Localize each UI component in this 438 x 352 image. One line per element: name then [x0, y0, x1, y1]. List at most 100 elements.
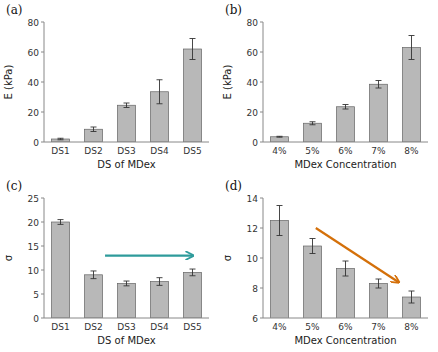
bar — [183, 49, 201, 142]
x-tick-label: DS3 — [117, 322, 135, 332]
y-tick-label: 20 — [28, 218, 40, 228]
x-tick-label: 8% — [404, 146, 419, 156]
x-axis-line — [44, 142, 209, 143]
bar — [117, 105, 135, 142]
x-tick-label: DS2 — [84, 322, 102, 332]
error-bar — [310, 239, 316, 254]
panel-label: (d) — [225, 179, 242, 193]
error-bar — [409, 36, 415, 60]
error-bar — [343, 105, 349, 110]
bar — [270, 137, 288, 142]
y-tick-label: 40 — [247, 78, 259, 88]
x-tick-label: DS4 — [150, 322, 169, 332]
x-axis-line — [263, 142, 428, 143]
y-tick-label: 10 — [28, 266, 40, 276]
y-tick — [260, 142, 263, 143]
bar — [84, 275, 102, 318]
error-bar — [157, 278, 163, 286]
y-axis-line — [44, 198, 45, 318]
y-tick — [41, 318, 44, 319]
bar — [51, 222, 69, 318]
panel: 020406080DS1DS2DS3DS4DS5DS of MDexE (kPa… — [3, 3, 209, 170]
figure: 020406080DS1DS2DS3DS4DS5DS of MDexE (kPa… — [0, 0, 438, 352]
y-tick — [41, 198, 44, 199]
x-tick-label: 7% — [371, 322, 386, 332]
bar — [183, 272, 201, 318]
y-tick — [41, 22, 44, 23]
x-tick-label: 4% — [272, 146, 287, 156]
error-bar — [190, 39, 196, 60]
plot-area — [270, 36, 420, 143]
error-bar — [376, 279, 382, 288]
panel: 0204060804%5%6%7%8%MDex ConcentrationE (… — [222, 3, 428, 170]
x-tick-label: DS1 — [51, 322, 69, 332]
bar — [402, 48, 420, 143]
error-bar — [190, 269, 196, 276]
x-tick-label: 5% — [305, 322, 320, 332]
y-tick-label: 8 — [252, 284, 258, 294]
y-tick-label: 40 — [28, 78, 40, 88]
bar — [369, 284, 387, 319]
error-bar — [277, 136, 283, 138]
y-tick — [260, 22, 263, 23]
y-tick-label: 60 — [28, 48, 40, 58]
panel-label: (a) — [6, 3, 23, 17]
x-tick-label: DS4 — [150, 146, 169, 156]
x-tick-label: 6% — [338, 322, 353, 332]
y-tick-label: 25 — [28, 194, 39, 204]
y-tick-label: 0 — [252, 138, 258, 148]
y-tick — [41, 142, 44, 143]
y-tick-label: 20 — [28, 108, 40, 118]
y-tick-label: 20 — [247, 108, 259, 118]
x-tick-label: 5% — [305, 146, 320, 156]
panel-label: (c) — [6, 179, 22, 193]
error-bar — [277, 206, 283, 236]
plot-area — [51, 39, 201, 143]
error-bar — [157, 80, 163, 104]
y-tick — [41, 294, 44, 295]
y-tick — [260, 198, 263, 199]
arrow — [316, 228, 399, 282]
error-bar — [409, 291, 415, 303]
y-tick — [41, 82, 44, 83]
x-axis-line — [263, 318, 428, 319]
error-bar — [343, 261, 349, 276]
y-tick — [41, 246, 44, 247]
y-tick-label: 80 — [28, 18, 40, 28]
x-tick-label: 6% — [338, 146, 353, 156]
y-tick-label: 6 — [252, 314, 258, 324]
error-bar — [91, 127, 97, 132]
panel: 681012144%5%6%7%8%MDex Concentrationσ(d) — [222, 179, 428, 352]
y-axis-label: E (kPa) — [222, 65, 233, 100]
error-bar — [376, 81, 382, 89]
panel-label: (b) — [225, 3, 242, 17]
y-tick-label: 15 — [28, 242, 39, 252]
y-tick — [260, 112, 263, 113]
x-tick-label: DS1 — [51, 146, 69, 156]
y-tick-label: 5 — [33, 290, 39, 300]
x-axis-label: MDex Concentration — [294, 159, 396, 170]
bar — [150, 282, 168, 318]
y-tick — [41, 270, 44, 271]
x-tick-label: 7% — [371, 146, 386, 156]
error-bar — [124, 281, 130, 286]
y-tick-label: 10 — [247, 254, 259, 264]
x-tick-label: DS5 — [183, 146, 201, 156]
x-tick-label: DS2 — [84, 146, 102, 156]
y-tick — [260, 288, 263, 289]
error-bar — [310, 122, 316, 125]
panel: 0510152025DS1DS2DS3DS4DS5DS of MDexσ(c) — [3, 179, 209, 346]
y-tick-label: 14 — [247, 194, 259, 204]
y-tick — [260, 52, 263, 53]
error-bar — [91, 271, 97, 279]
x-tick-label: DS3 — [117, 146, 135, 156]
y-tick — [41, 112, 44, 113]
x-axis-label: MDex Concentration — [294, 335, 396, 346]
y-tick-label: 12 — [247, 224, 258, 234]
y-tick-label: 0 — [33, 314, 39, 324]
y-tick — [41, 52, 44, 53]
x-tick-label: 4% — [272, 322, 287, 332]
x-axis-line — [44, 318, 209, 319]
x-tick-label: DS5 — [183, 322, 201, 332]
y-axis-label: σ — [222, 254, 233, 261]
